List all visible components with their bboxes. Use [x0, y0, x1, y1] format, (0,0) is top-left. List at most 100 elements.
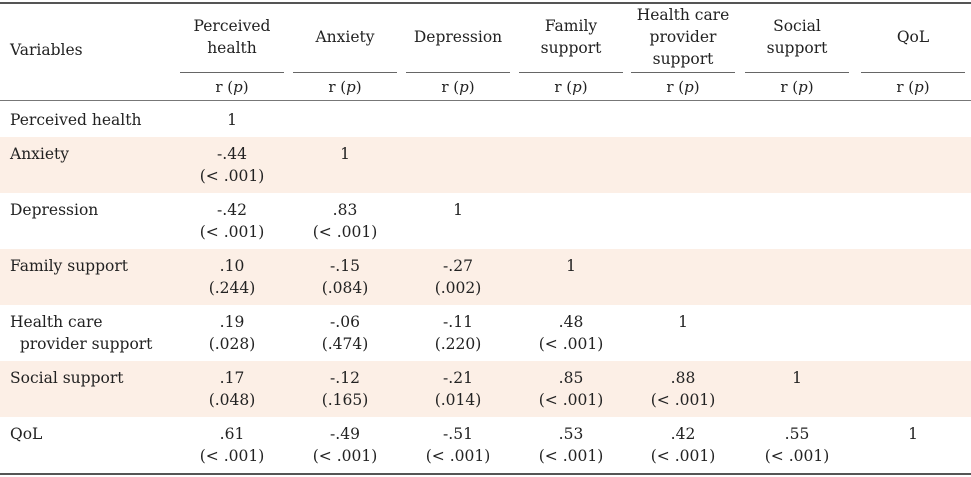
table-row: Perceived health 1 [0, 103, 971, 137]
cell-p-value: (.048) [208, 391, 256, 409]
r-label: r ( [215, 78, 234, 96]
cell-r-value: -.12 [330, 369, 360, 387]
r-label: r ( [666, 78, 685, 96]
table-bottom-rule [0, 473, 971, 475]
table-cell: .55 (< .001) [745, 423, 849, 467]
table-row: Depression -.42 (< .001) .83 (< .001) 1 [0, 193, 971, 249]
cell-r-value: -.27 [443, 257, 473, 275]
r-label: r ( [441, 78, 460, 96]
table-cell: -.06 (.474) [293, 311, 397, 355]
cell-p-value: (.244) [208, 279, 256, 297]
column-header-line: QoL [896, 28, 930, 46]
column-header: Depression [406, 26, 510, 48]
close-paren: ) [468, 78, 475, 96]
column-header-line: Social [773, 17, 821, 35]
table-cell: -.15 (.084) [293, 255, 397, 299]
p-label: p [233, 78, 243, 96]
close-paren: ) [807, 78, 814, 96]
row-label: Social support [10, 367, 123, 389]
close-paren: ) [242, 78, 249, 96]
p-label: p [346, 78, 356, 96]
column-header-underline [406, 72, 510, 73]
column-header: Perceived health [180, 15, 284, 59]
table-cell: .48 (< .001) [519, 311, 623, 355]
column-header-line: Perceived [193, 17, 271, 35]
row-label-line: Perceived health [10, 111, 142, 129]
column-header-underline [631, 72, 735, 73]
r-p-subheader: r (p) [180, 78, 284, 96]
cell-r-value: .19 [219, 313, 245, 331]
table-cell: .19 (.028) [180, 311, 284, 355]
table-cell: .42 (< .001) [631, 423, 735, 467]
r-p-subheader: r (p) [406, 78, 510, 96]
table-cell: -.44 (< .001) [180, 143, 284, 187]
column-header: Anxiety [293, 26, 397, 48]
column-header-line: provider [649, 28, 717, 46]
column-header-line: Anxiety [315, 28, 375, 46]
cell-p-value: (.474) [321, 335, 369, 353]
table-cell: -.49 (< .001) [293, 423, 397, 467]
column-header-line: Family [544, 17, 598, 35]
variables-header: Variables [10, 41, 83, 59]
cell-p-value: (< .001) [650, 391, 716, 409]
row-label-line: Depression [10, 201, 99, 219]
cell-r-value: .61 [219, 425, 245, 443]
close-paren: ) [923, 78, 930, 96]
close-paren: ) [581, 78, 588, 96]
table-cell: -.27 (.002) [406, 255, 510, 299]
row-label-line: Social support [10, 369, 124, 387]
cell-p-value: (.220) [434, 335, 482, 353]
r-label: r ( [554, 78, 573, 96]
table-cell: .85 (< .001) [519, 367, 623, 411]
column-header-line: Depression [413, 28, 503, 46]
cell-r-value: .85 [558, 369, 584, 387]
column-header-line: support [652, 50, 714, 68]
table-cell: 1 [180, 109, 284, 131]
column-header-underline [180, 72, 284, 73]
table-cell: 1 [631, 311, 735, 333]
p-label: p [684, 78, 694, 96]
table-row: Anxiety -.44 (< .001) 1 [0, 137, 971, 193]
table-top-rule [0, 2, 971, 4]
close-paren: ) [355, 78, 362, 96]
table-cell: -.12 (.165) [293, 367, 397, 411]
cell-p-value: (< .001) [199, 167, 265, 185]
row-label-line: QoL [10, 425, 43, 443]
column-header-line: health [207, 39, 257, 57]
p-label: p [798, 78, 808, 96]
cell-r-value: 1 [227, 111, 237, 129]
cell-p-value: (.014) [434, 391, 482, 409]
column-header-line: Health care [636, 6, 730, 24]
row-label-line: provider support [10, 335, 153, 353]
cell-r-value: .42 [670, 425, 696, 443]
column-header-underline [293, 72, 397, 73]
cell-p-value: (< .001) [199, 223, 265, 241]
table-row: Family support .10 (.244) -.15 (.084) -.27 (.0… [0, 249, 971, 305]
cell-r-value: .83 [332, 201, 358, 219]
cell-p-value: (.002) [434, 279, 482, 297]
table-cell: 1 [406, 199, 510, 221]
p-label: p [572, 78, 582, 96]
cell-p-value: (< .001) [764, 447, 830, 465]
cell-r-value: .53 [558, 425, 584, 443]
table-cell: 1 [293, 143, 397, 165]
row-label: Anxiety [10, 143, 69, 165]
cell-p-value: (< .001) [312, 447, 378, 465]
table-header-rule [0, 100, 971, 101]
table-cell: 1 [861, 423, 965, 445]
cell-p-value: (< .001) [538, 335, 604, 353]
p-label: p [914, 78, 924, 96]
column-header-line: support [540, 39, 602, 57]
row-label-line: Health care [10, 313, 103, 331]
column-header-underline [745, 72, 849, 73]
cell-r-value: .17 [219, 369, 245, 387]
table-cell: -.51 (< .001) [406, 423, 510, 467]
r-p-subheader: r (p) [745, 78, 849, 96]
cell-r-value: -.42 [217, 201, 247, 219]
cell-p-value: (.028) [208, 335, 256, 353]
column-header-line: support [766, 39, 828, 57]
table-row: Health care provider support .19 (.028) -.0… [0, 305, 971, 361]
column-header-underline [861, 72, 965, 73]
row-label: QoL [10, 423, 42, 445]
column-header: Social support [745, 15, 849, 59]
